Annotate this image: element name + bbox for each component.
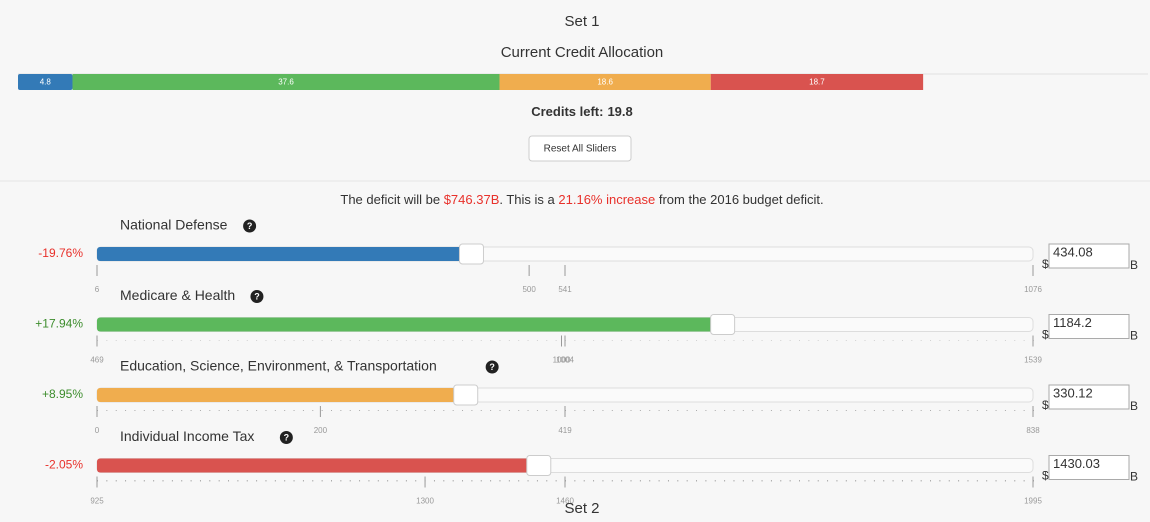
tick-label: 1460	[556, 497, 574, 506]
segment-label: 4.8	[40, 78, 52, 87]
change-label: +8.95%	[42, 387, 83, 401]
help-icon-glyph: ?	[489, 362, 495, 372]
slider-fill	[97, 247, 472, 261]
tick-label: 200	[314, 426, 328, 435]
set-title: Set 2	[564, 500, 599, 517]
tick-label: 1995	[1024, 497, 1042, 506]
credits-left: Credits left: 19.8	[531, 104, 633, 119]
value-input[interactable]	[1048, 314, 1130, 339]
input-prefix: $	[1042, 398, 1049, 412]
text: . This is a	[499, 192, 558, 207]
tick-label: 1076	[1024, 285, 1042, 294]
change-label: +17.94%	[35, 317, 83, 331]
tick-label: 1000	[553, 356, 571, 365]
credits-left-label: Credits left:	[531, 104, 603, 119]
help-icon-glyph: ?	[247, 221, 253, 231]
tick-label: 925	[90, 497, 104, 506]
input-suffix: B	[1130, 399, 1138, 413]
input-value[interactable]: 1184.2	[1053, 315, 1092, 330]
set-title: Set 1	[564, 13, 599, 30]
slider-handle[interactable]	[458, 243, 484, 265]
input-prefix: $	[1042, 469, 1049, 483]
change-label: -2.05%	[45, 458, 83, 472]
credits-left-value: 19.8	[607, 104, 632, 119]
slider-handle[interactable]	[453, 384, 479, 406]
help-icon-glyph: ?	[284, 432, 290, 442]
input-suffix: B	[1130, 470, 1138, 484]
input-suffix: B	[1130, 258, 1138, 272]
allocation-segment	[499, 74, 711, 90]
value-input[interactable]	[1048, 243, 1130, 269]
slider-handle[interactable]	[710, 314, 736, 335]
tick-label: 419	[558, 426, 572, 435]
input-value[interactable]: 330.12	[1053, 385, 1093, 400]
button-label[interactable]: Reset All Sliders	[544, 144, 617, 155]
allocation-segment	[18, 74, 73, 90]
tick-label: 6	[95, 285, 100, 294]
allocation-title: Current Credit Allocation	[501, 44, 664, 61]
help-icon-glyph: ?	[254, 291, 260, 301]
value-input[interactable]	[1048, 455, 1130, 480]
deficit-sentence: The deficit will be $746.37B. This is a …	[340, 192, 823, 207]
tick-label: 1004	[556, 356, 574, 365]
segment-label: 37.6	[278, 78, 294, 87]
slider-fill	[97, 317, 723, 332]
reset-button[interactable]: Reset All Sliders	[528, 135, 632, 162]
slider-fill	[97, 388, 466, 402]
input-prefix: $	[1042, 257, 1049, 271]
deficit-amount: $746.37B	[444, 192, 500, 207]
input-value[interactable]: 1430.03	[1053, 456, 1100, 471]
slider-name: Medicare & Health	[120, 287, 235, 303]
help-icon[interactable]	[243, 219, 257, 233]
slider-fill	[97, 458, 539, 473]
change-label: -19.76%	[38, 246, 83, 260]
help-icon[interactable]	[485, 360, 499, 374]
input-prefix: $	[1042, 328, 1049, 342]
slider-name: National Defense	[120, 217, 228, 233]
segment-label: 18.7	[809, 78, 825, 87]
button-box[interactable]	[528, 135, 632, 162]
segment-label: 18.6	[597, 78, 613, 87]
tick-label: 1300	[416, 497, 434, 506]
allocation-segment	[710, 74, 924, 90]
tick-label: 500	[522, 285, 536, 294]
tick-label: 1539	[1024, 356, 1042, 365]
tick-label: 838	[1026, 426, 1040, 435]
tick-label: 541	[558, 285, 572, 294]
slider-name: Individual Income Tax	[120, 428, 254, 444]
help-icon[interactable]	[279, 431, 293, 444]
input-suffix: B	[1130, 329, 1138, 343]
deficit-change: 21.16% increase	[558, 192, 655, 207]
slider-name: Education, Science, Environment, & Trans…	[120, 358, 437, 374]
text: The deficit will be	[340, 192, 443, 207]
value-input[interactable]	[1048, 384, 1130, 410]
tick-label: 0	[95, 426, 100, 435]
tick-label: 469	[90, 356, 104, 365]
allocation-segment	[72, 74, 500, 90]
input-value[interactable]: 434.08	[1053, 244, 1093, 259]
help-icon[interactable]	[250, 290, 264, 303]
text: from the 2016 budget deficit.	[655, 192, 823, 207]
slider-handle[interactable]	[526, 455, 552, 476]
